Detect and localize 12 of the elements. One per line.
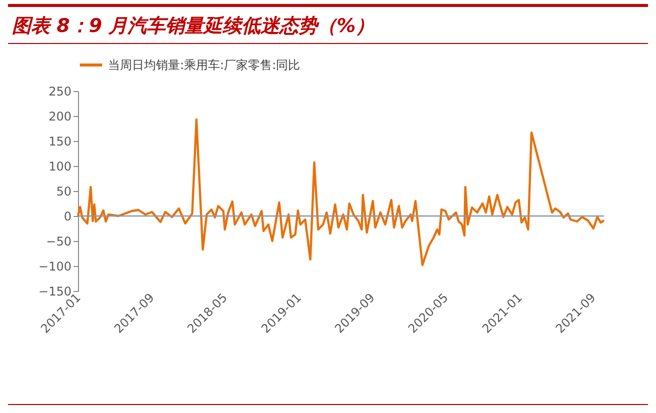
y-tick-label: 200 [48,110,72,124]
legend-label: 当周日均销量:乘用车:厂家零售:同比 [108,58,300,72]
y-tick-label: 250 [48,84,72,98]
y-tick-label: 150 [48,134,72,148]
chart-title: 图表 8：9 月汽车销量延续低迷态势（%） [8,4,648,44]
y-tick-label: 100 [48,160,72,174]
y-tick-label: −50 [46,234,72,248]
y-tick-label: 50 [56,184,72,198]
y-tick-label: −100 [38,260,72,274]
y-tick-label: −150 [38,284,72,298]
y-tick-label: 0 [64,210,72,224]
line-series [76,118,606,266]
